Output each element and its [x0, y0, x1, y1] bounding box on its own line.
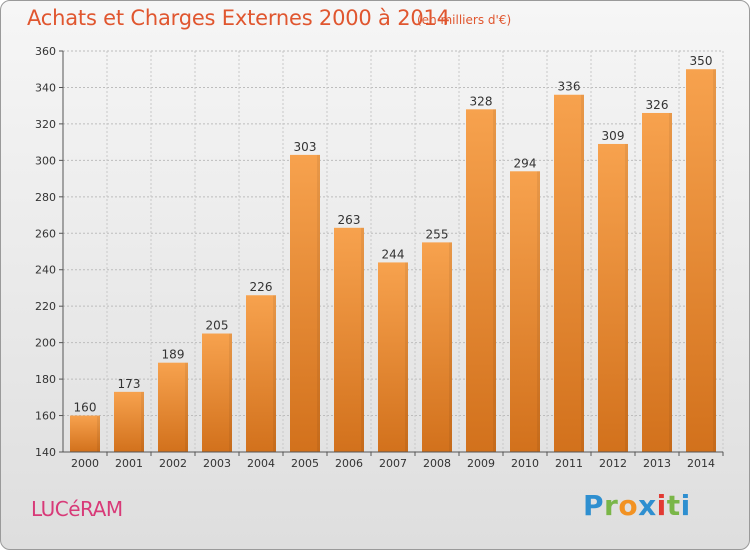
bar-shade — [581, 94, 584, 452]
bar-2010 — [510, 171, 540, 453]
bar-2004 — [246, 295, 276, 452]
bar-shade — [493, 109, 496, 452]
bar-shade — [141, 391, 144, 452]
data-label-2010: 294 — [514, 156, 537, 170]
y-tick-label: 180 — [35, 373, 56, 386]
bar-2011 — [554, 94, 584, 452]
y-tick-label: 280 — [35, 191, 56, 204]
x-tick-label: 2009 — [467, 457, 495, 470]
bar-2003 — [202, 333, 232, 452]
x-tick-label: 2010 — [511, 457, 539, 470]
x-tick-label: 2007 — [379, 457, 407, 470]
y-tick-label: 320 — [35, 118, 56, 131]
data-label-2003: 205 — [206, 319, 229, 333]
x-tick-label: 2004 — [247, 457, 275, 470]
x-tick-label: 2014 — [687, 457, 715, 470]
logo-letter: i — [680, 489, 691, 522]
data-label-2001: 173 — [118, 377, 141, 391]
bar-shade — [449, 242, 452, 452]
bar-shade — [273, 295, 276, 452]
bar-2005 — [290, 154, 320, 453]
data-label-2013: 326 — [646, 98, 669, 112]
y-tick-label: 260 — [35, 227, 56, 240]
bar-shade — [361, 227, 364, 452]
bar-shade — [405, 262, 408, 452]
bar-shade — [669, 112, 672, 453]
bar-2001 — [114, 391, 144, 452]
logo-letter: i — [656, 489, 667, 522]
x-tick-label: 2005 — [291, 457, 319, 470]
y-tick-label: 360 — [35, 45, 56, 58]
x-tick-label: 2002 — [159, 457, 187, 470]
logo-letter: t — [666, 489, 681, 522]
x-tick-label: 2000 — [71, 457, 99, 470]
bar-shade — [317, 154, 320, 453]
bar-2006 — [334, 227, 364, 452]
data-label-2012: 309 — [602, 129, 625, 143]
data-label-2000: 160 — [74, 401, 97, 415]
bar-2009 — [466, 109, 496, 452]
bar-shade — [537, 171, 540, 453]
bar-shade — [625, 143, 628, 452]
y-tick-label: 200 — [35, 337, 56, 350]
bar-2008 — [422, 242, 452, 452]
bar-2002 — [158, 362, 188, 452]
x-tick-label: 2008 — [423, 457, 451, 470]
logo-letter: o — [618, 489, 639, 522]
chart-subtitle: (en milliers d'€) — [417, 13, 512, 27]
chart-title: Achats et Charges Externes 2000 à 2014 — [27, 6, 450, 30]
data-label-2009: 328 — [470, 94, 493, 108]
bar-2014 — [686, 69, 716, 453]
data-label-2007: 244 — [382, 247, 405, 261]
x-tick-label: 2013 — [643, 457, 671, 470]
data-label-2002: 189 — [162, 348, 185, 362]
y-tick-label: 300 — [35, 154, 56, 167]
bar-shade — [229, 333, 232, 452]
x-tick-label: 2001 — [115, 457, 143, 470]
bar-shade — [713, 69, 716, 453]
logo-letter: x — [638, 489, 657, 522]
logo-letter: r — [604, 489, 619, 522]
y-tick-label: 140 — [35, 446, 56, 459]
x-tick-label: 2011 — [555, 457, 583, 470]
data-label-2008: 255 — [426, 227, 449, 241]
y-tick-label: 240 — [35, 264, 56, 277]
y-tick-label: 160 — [35, 410, 56, 423]
bar-shade — [97, 415, 100, 452]
y-tick-label: 220 — [35, 300, 56, 313]
x-tick-label: 2003 — [203, 457, 231, 470]
data-label-2005: 303 — [294, 140, 317, 154]
bar-2000 — [70, 415, 100, 452]
data-label-2006: 263 — [338, 213, 361, 227]
bar-2007 — [378, 262, 408, 452]
bar-shade — [185, 362, 188, 452]
bar-2012 — [598, 143, 628, 452]
proxiti-logo: Proxiti — [583, 489, 691, 522]
commune-name: LUCéRAM — [31, 497, 123, 521]
bar-2013 — [642, 112, 672, 453]
x-tick-label: 2012 — [599, 457, 627, 470]
x-tick-label: 2006 — [335, 457, 363, 470]
data-label-2004: 226 — [250, 280, 273, 294]
data-label-2011: 336 — [558, 80, 581, 94]
logo-letter: P — [583, 489, 605, 522]
data-label-2014: 350 — [690, 54, 713, 68]
y-tick-label: 340 — [35, 81, 56, 94]
